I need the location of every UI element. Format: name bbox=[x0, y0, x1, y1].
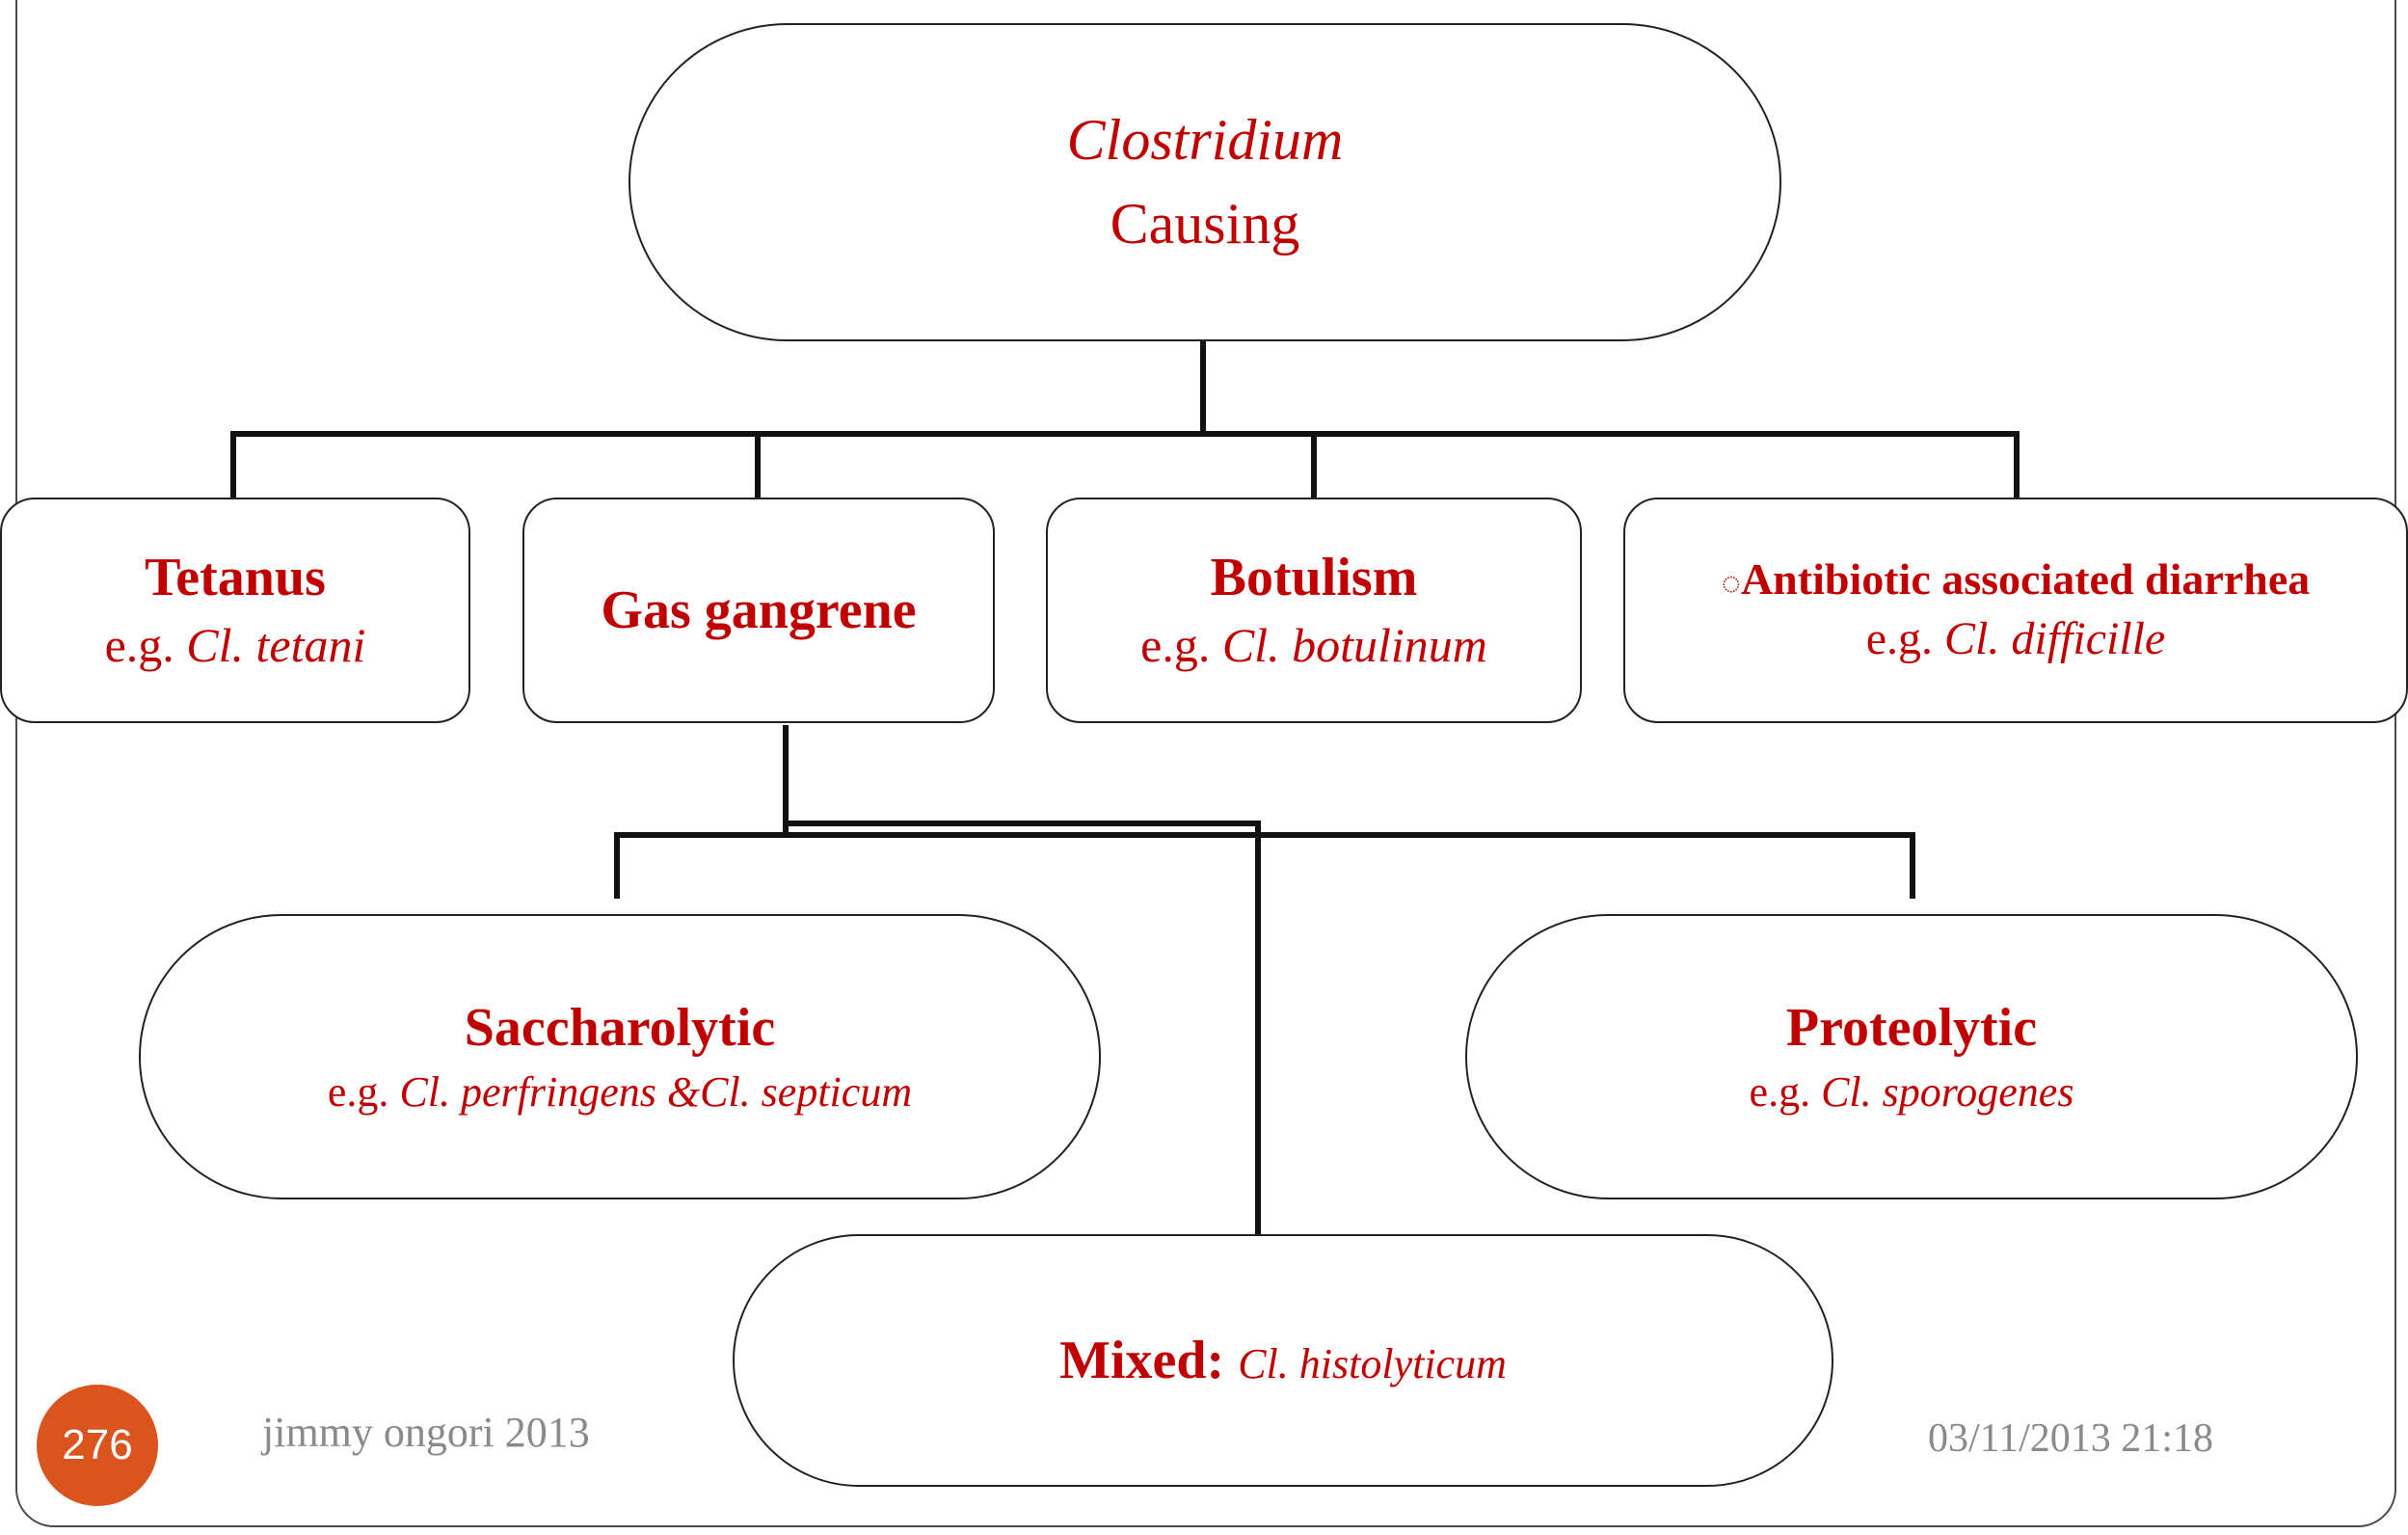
tetanus-species: Cl. tetani bbox=[186, 617, 366, 672]
tetanus-example: e.g. Cl. tetani bbox=[105, 613, 366, 679]
saccharolytic-node: Saccharolytic e.g. Cl. perfringens &Cl. … bbox=[139, 914, 1101, 1199]
eg-prefix: e.g. bbox=[1749, 1067, 1822, 1116]
diarrhea-label: ◌Antibiotic associated diarrhea bbox=[1722, 551, 2311, 608]
bullet-icon: ◌ bbox=[1721, 565, 1741, 602]
footer-author: jimmy ongori 2013 bbox=[262, 1409, 590, 1456]
eg-prefix: e.g. bbox=[327, 1067, 400, 1116]
mixed-label: Mixed: bbox=[1059, 1331, 1225, 1390]
saccharolytic-label: Saccharolytic bbox=[464, 997, 776, 1058]
tetanus-node: Tetanus e.g. Cl. tetani bbox=[0, 498, 470, 723]
gas-gangrene-label: Gas gangrene bbox=[601, 579, 917, 640]
diarrhea-example: e.g. Cl. difficille bbox=[1866, 608, 2166, 671]
botulism-node: Botulism e.g. Cl. botulinum bbox=[1046, 498, 1582, 723]
eg-prefix: e.g. bbox=[104, 617, 187, 672]
root-genus: Clostridium bbox=[1066, 108, 1344, 172]
slide-number-badge: 276 bbox=[37, 1385, 158, 1506]
mixed-node: Mixed: Cl. histolyticum bbox=[733, 1234, 1833, 1487]
saccharolytic-species: Cl. perfringens &Cl. septicum bbox=[399, 1067, 913, 1116]
eg-prefix: e.g. bbox=[1865, 612, 1944, 664]
footer-datetime: 03/11/2013 21:18 bbox=[1928, 1416, 2213, 1461]
diarrhea-species: Cl. difficille bbox=[1944, 612, 2166, 664]
root-node: Clostridium Causing bbox=[629, 23, 1781, 341]
proteolytic-species: Cl. sporogenes bbox=[1821, 1067, 2074, 1116]
mixed-label-line: Mixed: Cl. histolyticum bbox=[1059, 1330, 1507, 1391]
root-causing: Causing bbox=[1110, 192, 1300, 256]
tetanus-label: Tetanus bbox=[145, 547, 326, 607]
proteolytic-label: Proteolytic bbox=[1785, 997, 2038, 1058]
botulism-example: e.g. Cl. botulinum bbox=[1140, 613, 1487, 679]
mixed-species: Cl. histolyticum bbox=[1238, 1340, 1507, 1387]
eg-prefix: e.g. bbox=[1140, 617, 1222, 672]
proteolytic-example: e.g. Cl. sporogenes bbox=[1750, 1064, 2074, 1120]
botulism-label: Botulism bbox=[1210, 547, 1418, 607]
gas-gangrene-node: Gas gangrene bbox=[522, 498, 995, 723]
diarrhea-node: ◌Antibiotic associated diarrhea e.g. Cl.… bbox=[1623, 498, 2408, 723]
proteolytic-node: Proteolytic e.g. Cl. sporogenes bbox=[1465, 914, 2358, 1199]
slide-frame bbox=[15, 0, 2396, 1527]
diarrhea-name: Antibiotic associated diarrhea bbox=[1740, 553, 2311, 604]
saccharolytic-example: e.g. Cl. perfringens &Cl. septicum bbox=[328, 1064, 912, 1120]
botulism-species: Cl. botulinum bbox=[1221, 617, 1487, 672]
